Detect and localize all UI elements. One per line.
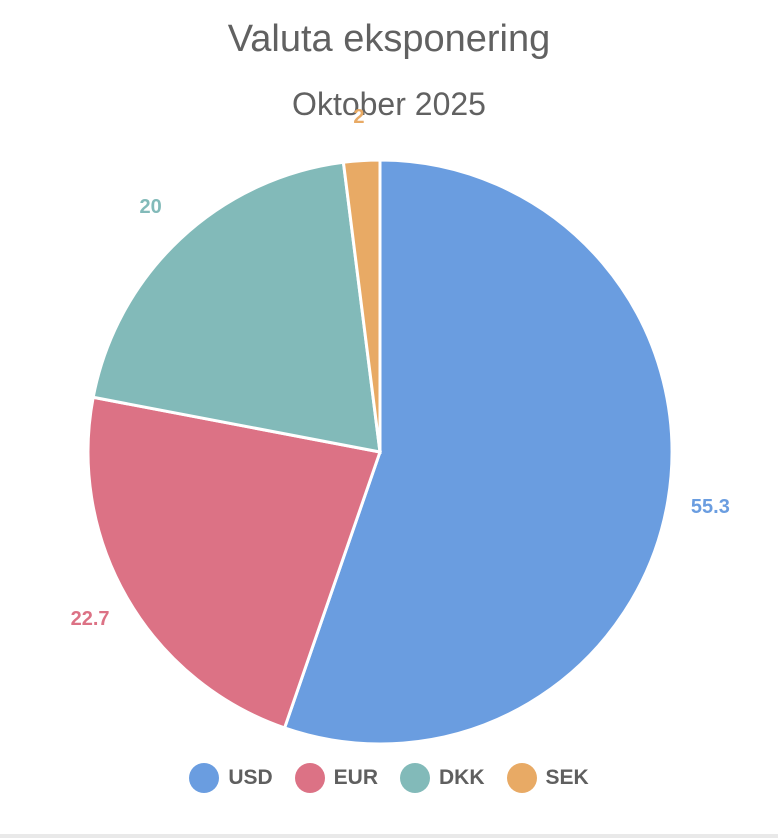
slice-value-label-sek: 2	[353, 106, 364, 128]
pie-slice-sek[interactable]	[341, 158, 382, 453]
slice-value-label-usd: 55.3	[691, 496, 730, 518]
legend-swatch	[400, 763, 430, 793]
legend-item-sek[interactable]: SEK	[506, 763, 589, 793]
pie-chart: 55.3 22.7 20 2	[71, 106, 730, 746]
legend-label: DKK	[439, 766, 485, 789]
chart-title: Valuta eksponering	[227, 18, 551, 60]
legend-item-usd[interactable]: USD	[189, 763, 273, 793]
slice-value-label-eur: 22.7	[71, 608, 110, 630]
legend-swatch	[506, 763, 537, 793]
pie-slice-dkk[interactable]	[91, 160, 382, 454]
chart-subtitle: Oktober 2025	[292, 86, 486, 122]
pie-slice-eur[interactable]	[86, 395, 382, 730]
legend-swatch	[294, 763, 325, 793]
legend-label: EUR	[333, 766, 378, 789]
legend-label: SEK	[545, 766, 589, 789]
legend-item-eur[interactable]: EUR	[294, 763, 378, 793]
slice-value-label-dkk: 20	[140, 196, 162, 218]
bottom-divider	[0, 834, 778, 838]
legend-swatch	[189, 763, 220, 793]
legend-label: USD	[228, 766, 273, 789]
chart-legend: USD EUR DKK SEK	[0, 763, 778, 793]
legend-item-dkk[interactable]: DKK	[400, 763, 485, 793]
